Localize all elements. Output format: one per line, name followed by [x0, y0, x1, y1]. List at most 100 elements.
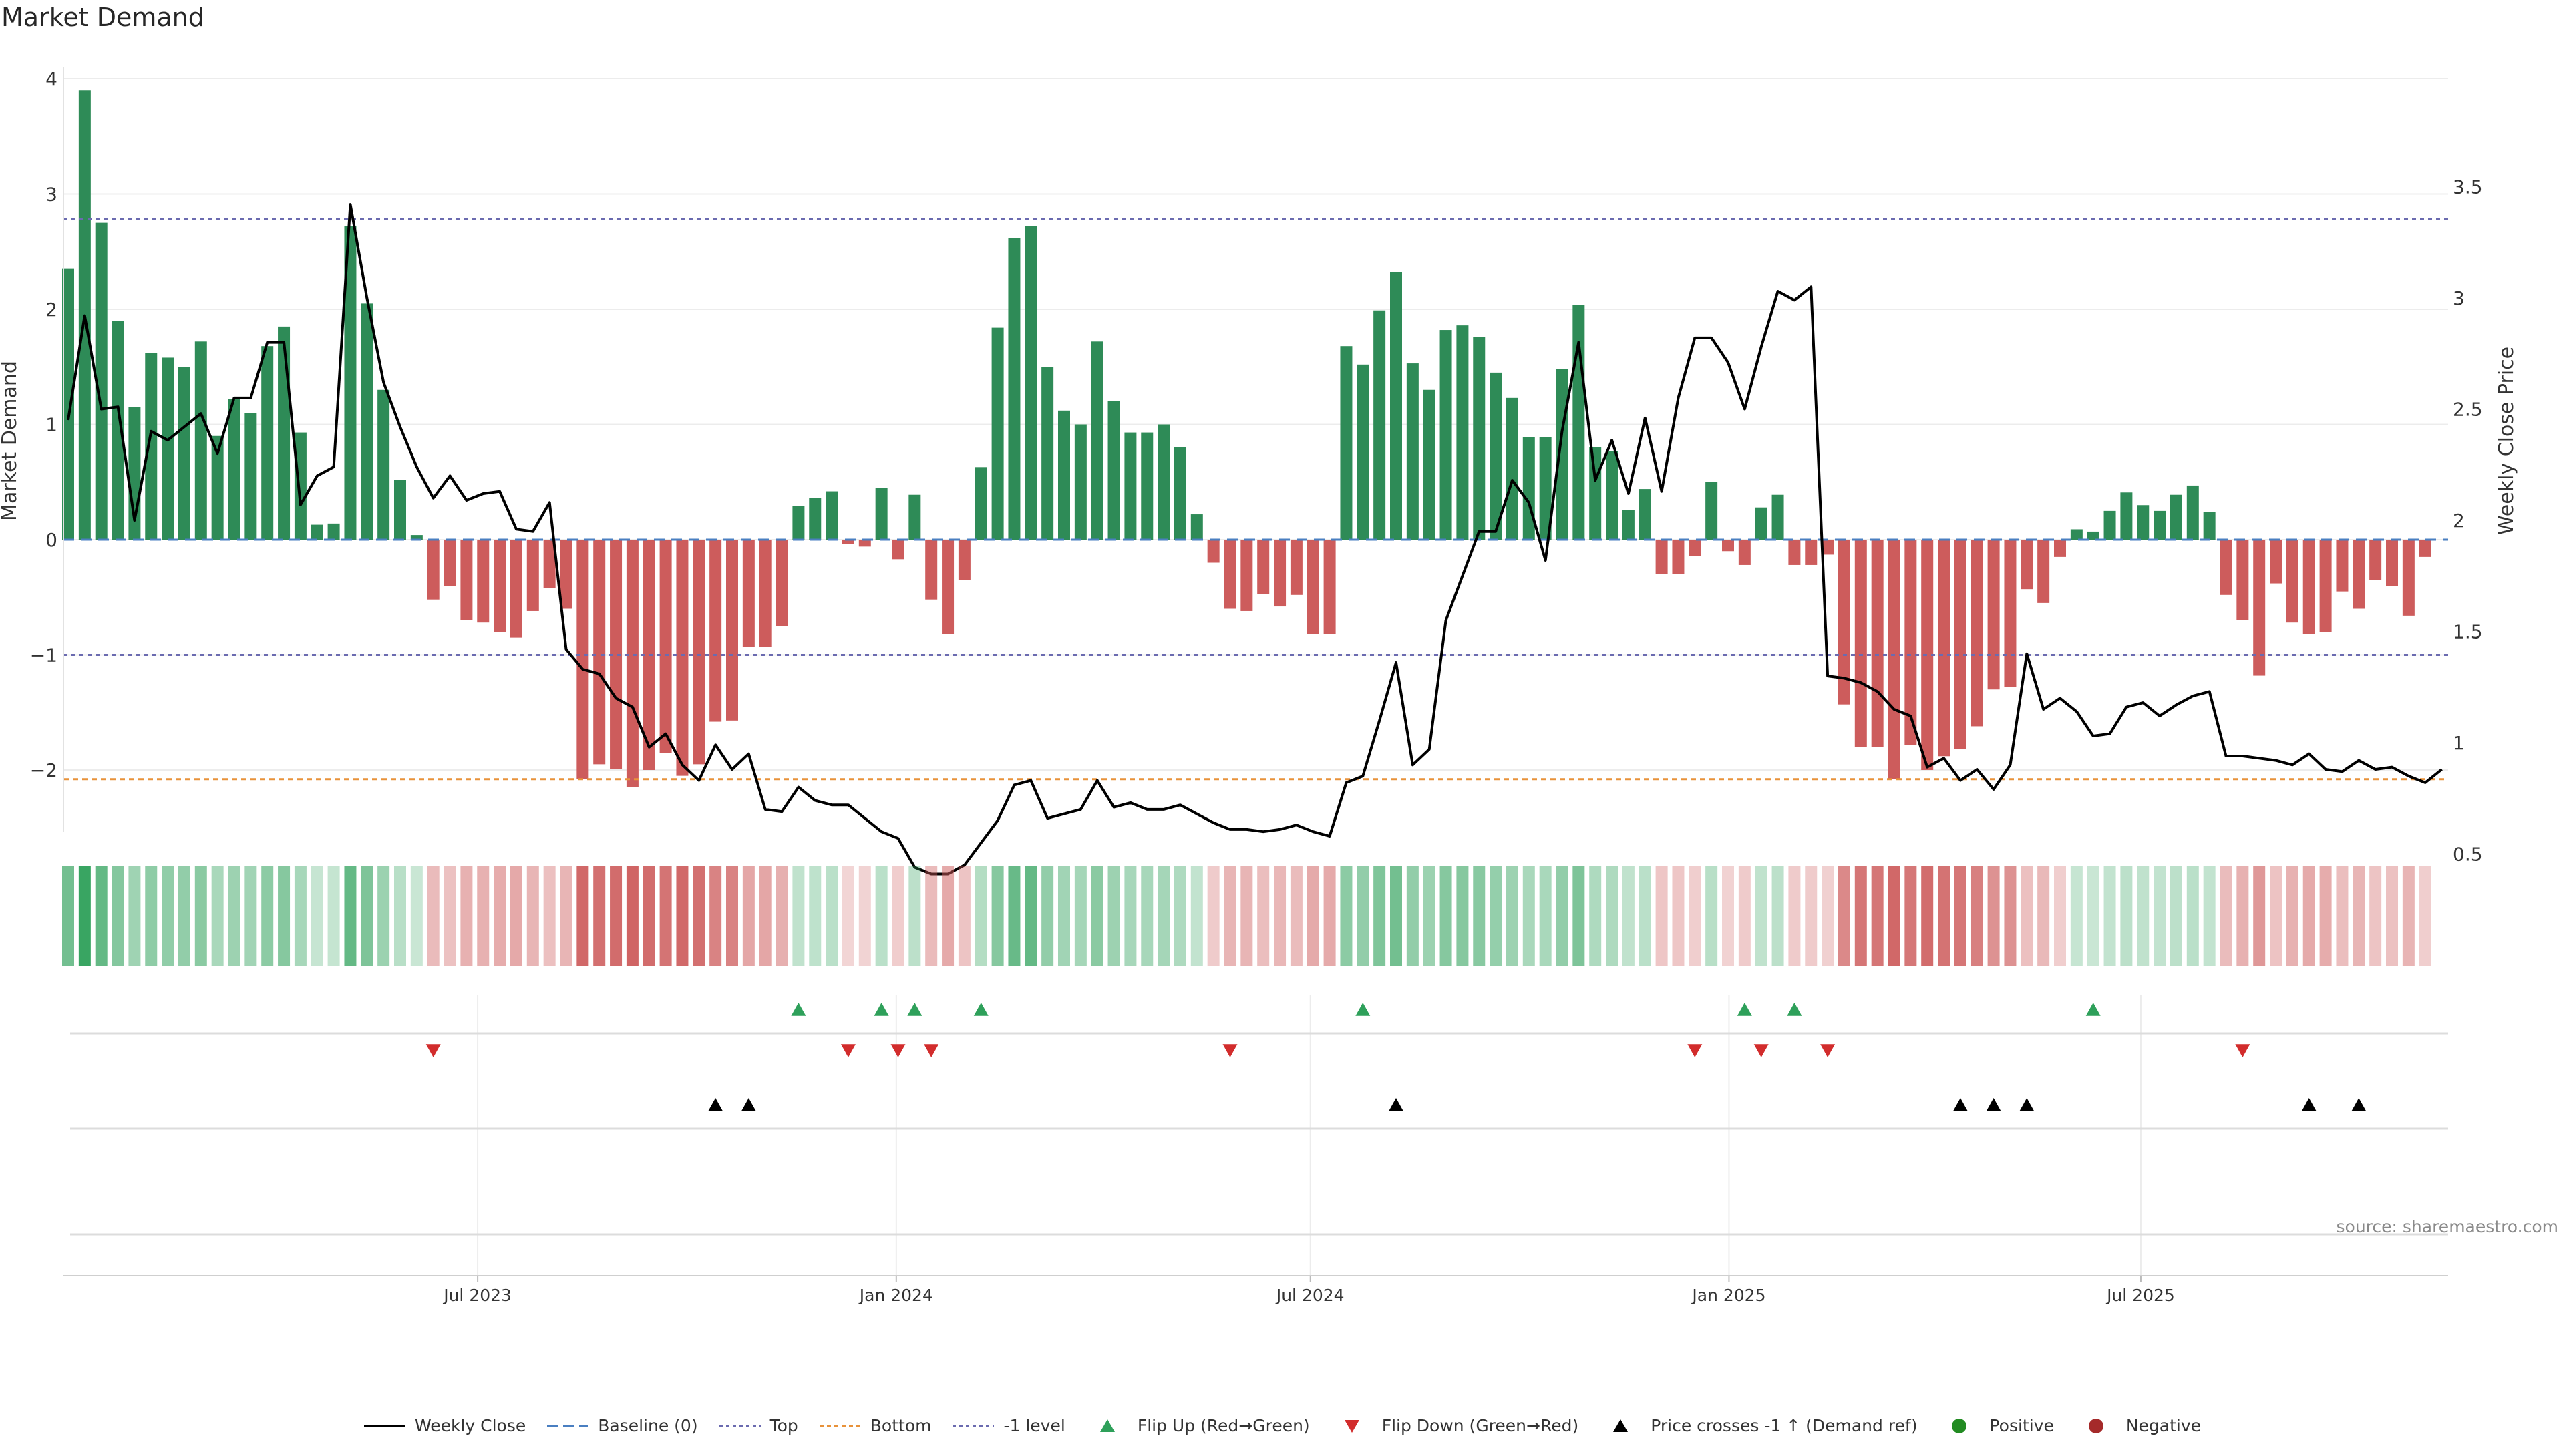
heat-cell	[2154, 866, 2166, 966]
axes: 4 3 2 1 0 −1 −2 3.5 3 2.5 2 1.5 1 0.5	[30, 67, 2483, 866]
heat-cell	[1473, 866, 1486, 966]
heat-cell	[1755, 866, 1767, 966]
heat-cell	[1738, 866, 1751, 966]
heat-cell	[809, 866, 822, 966]
demand-bar	[2054, 540, 2066, 557]
heat-cell	[1771, 866, 1784, 966]
demand-bar	[2120, 492, 2133, 540]
heat-cell	[1838, 866, 1850, 966]
heat-cell	[1240, 866, 1253, 966]
heat-cell	[2319, 866, 2332, 966]
heat-cell	[477, 866, 490, 966]
demand-bar	[1788, 540, 1801, 565]
heat-cell	[1074, 866, 1087, 966]
legend-label: Baseline (0)	[598, 1416, 698, 1435]
heat-cell	[1008, 866, 1021, 966]
demand-bar	[344, 226, 357, 540]
demand-bar	[327, 523, 340, 540]
demand-bar	[2302, 540, 2315, 634]
heat-cell	[1340, 866, 1353, 966]
price-cross-marker	[1952, 1098, 1968, 1111]
demand-bar	[626, 540, 639, 787]
demand-bar	[1938, 540, 1950, 757]
y-tick-label: 4	[45, 68, 57, 90]
legend-item: -1 level	[953, 1416, 1065, 1435]
heat-cell	[194, 866, 207, 966]
heat-cell	[261, 866, 274, 966]
heat-cell	[2220, 866, 2232, 966]
legend-item: Baseline (0)	[547, 1416, 698, 1435]
heat-cell	[62, 866, 74, 966]
heat-cell	[709, 866, 722, 966]
legend-swatch	[363, 1417, 405, 1435]
demand-bar	[742, 540, 755, 647]
demand-bar	[410, 535, 423, 540]
heat-cell	[311, 866, 323, 966]
legend-item: Negative	[2075, 1416, 2201, 1435]
heat-cell	[2137, 866, 2150, 966]
demand-bar	[2386, 540, 2398, 586]
heat-cell	[1639, 866, 1651, 966]
legend-item: Top	[719, 1416, 798, 1435]
legend-swatch	[2075, 1417, 2117, 1435]
heat-cell	[1572, 866, 1585, 966]
heat-cell	[1158, 866, 1170, 966]
heat-cell	[1938, 866, 1950, 966]
demand-bar	[560, 540, 572, 609]
heat-cell	[2336, 866, 2349, 966]
demand-bar	[2220, 540, 2232, 595]
demand-bar	[858, 540, 871, 547]
demand-bar	[1755, 507, 1767, 540]
y-tick-label: 0	[45, 529, 57, 551]
y-tick-label: 2	[45, 299, 57, 321]
flip-down-marker	[2235, 1044, 2250, 1057]
demand-bar	[842, 540, 854, 544]
heat-cell	[543, 866, 556, 966]
demand-bar	[1041, 367, 1054, 540]
flip-up-marker	[791, 1003, 806, 1016]
heat-cell	[1107, 866, 1120, 966]
demand-bar	[1439, 330, 1452, 540]
heat-cell	[1539, 866, 1552, 966]
y-tick-label: −2	[30, 759, 57, 781]
heat-cell	[759, 866, 772, 966]
demand-bar	[427, 540, 440, 600]
source-note: source: sharemaestro.com	[2336, 1217, 2559, 1236]
flip-down-marker	[425, 1044, 441, 1057]
legend-label: Negative	[2125, 1416, 2202, 1435]
heat-cell	[1357, 866, 1369, 966]
heat-cell	[1058, 866, 1070, 966]
demand-bar	[311, 524, 323, 540]
demand-bar	[1373, 310, 1386, 540]
heat-cell	[2087, 866, 2099, 966]
heat-cell	[2170, 866, 2182, 966]
heat-cell	[1124, 866, 1137, 966]
heat-cell	[1987, 866, 2000, 966]
heat-cell	[842, 866, 854, 966]
demand-bar	[1705, 482, 1718, 540]
demand-bar	[676, 540, 689, 776]
y2-tick-label: 2.5	[2453, 399, 2483, 421]
legend-item: Weekly Close	[363, 1416, 526, 1435]
x-tick-label: Jan 2024	[858, 1286, 933, 1305]
demand-bar	[759, 540, 772, 647]
price-cross-marker	[2301, 1098, 2317, 1111]
demand-bar	[792, 506, 805, 540]
legend-item: Positive	[1938, 1416, 2054, 1435]
demand-bar	[361, 303, 373, 540]
demand-bar	[1340, 346, 1353, 540]
heat-cell	[1290, 866, 1303, 966]
demand-bar	[1107, 401, 1120, 540]
demand-bar	[2253, 540, 2266, 676]
demand-bar	[659, 540, 672, 753]
heat-cell	[1904, 866, 1917, 966]
heat-cell	[294, 866, 307, 966]
heat-cell	[1456, 866, 1469, 966]
heat-cell	[1672, 866, 1685, 966]
demand-bar	[1025, 226, 1037, 540]
heat-cell	[394, 866, 406, 966]
reference-lines	[63, 218, 2448, 781]
price-cross-marker	[2019, 1098, 2035, 1111]
flip-down-marker	[1687, 1044, 1703, 1057]
demand-bar	[2154, 510, 2166, 540]
